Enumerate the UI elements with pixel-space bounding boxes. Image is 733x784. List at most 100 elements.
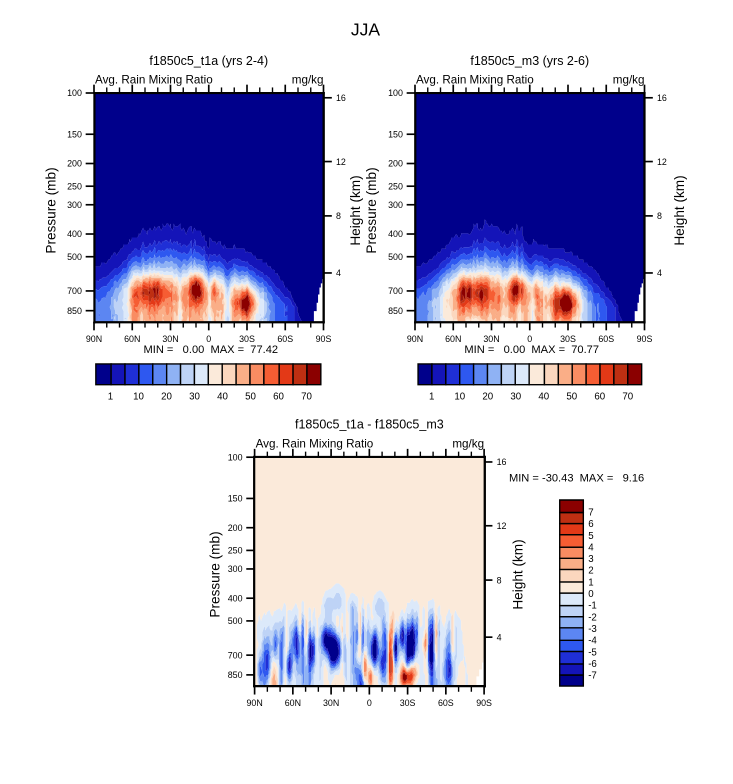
- svg-text:4: 4: [657, 268, 662, 278]
- svg-text:90S: 90S: [316, 334, 332, 344]
- svg-text:700: 700: [388, 286, 403, 296]
- svg-text:f1850c5_t1a - f1850c5_m3: f1850c5_t1a - f1850c5_m3: [295, 417, 444, 431]
- svg-text:Avg. Rain Mixing Ratio: Avg. Rain Mixing Ratio: [95, 73, 213, 86]
- svg-text:12: 12: [336, 157, 346, 167]
- svg-text:200: 200: [388, 159, 403, 169]
- svg-text:300: 300: [388, 200, 403, 210]
- svg-text:20: 20: [161, 391, 172, 402]
- svg-text:850: 850: [67, 306, 82, 316]
- svg-text:4: 4: [336, 268, 341, 278]
- svg-text:60: 60: [273, 391, 284, 402]
- svg-text:0: 0: [527, 334, 532, 344]
- svg-text:60N: 60N: [285, 698, 301, 708]
- svg-text:300: 300: [67, 200, 82, 210]
- svg-text:100: 100: [228, 452, 243, 462]
- svg-text:30N: 30N: [483, 334, 499, 344]
- svg-text:Pressure (mb): Pressure (mb): [44, 167, 59, 253]
- svg-text:6: 6: [588, 519, 593, 530]
- svg-text:-4: -4: [588, 636, 597, 647]
- svg-text:f1850c5_t1a (yrs 2-4): f1850c5_t1a (yrs 2-4): [149, 54, 268, 68]
- svg-text:60: 60: [594, 391, 605, 402]
- svg-text:MIN = 0.00 MAX = 70.77: MIN = 0.00 MAX = 70.77: [464, 344, 599, 356]
- svg-text:-3: -3: [588, 624, 597, 635]
- svg-text:500: 500: [67, 252, 82, 262]
- svg-text:mg/kg: mg/kg: [613, 73, 645, 86]
- svg-text:8: 8: [336, 211, 341, 221]
- svg-text:30N: 30N: [162, 334, 178, 344]
- svg-text:-1: -1: [588, 601, 597, 612]
- svg-text:50: 50: [245, 391, 256, 402]
- svg-text:60N: 60N: [124, 334, 140, 344]
- svg-text:300: 300: [228, 564, 243, 574]
- svg-text:12: 12: [497, 521, 507, 531]
- svg-text:Pressure (mb): Pressure (mb): [364, 167, 379, 253]
- svg-text:150: 150: [388, 129, 403, 139]
- svg-text:4: 4: [588, 542, 594, 553]
- svg-text:40: 40: [538, 391, 549, 402]
- svg-text:700: 700: [67, 286, 82, 296]
- svg-text:100: 100: [67, 88, 82, 98]
- svg-text:200: 200: [67, 159, 82, 169]
- svg-text:1: 1: [588, 577, 593, 588]
- svg-text:Height (km): Height (km): [511, 539, 526, 609]
- svg-text:2: 2: [588, 566, 593, 577]
- svg-text:60S: 60S: [438, 698, 454, 708]
- svg-text:5: 5: [588, 531, 593, 542]
- svg-text:10: 10: [133, 391, 144, 402]
- svg-text:90S: 90S: [476, 698, 492, 708]
- svg-text:400: 400: [67, 229, 82, 239]
- svg-text:50: 50: [566, 391, 577, 402]
- svg-text:16: 16: [657, 93, 667, 103]
- svg-text:12: 12: [657, 157, 667, 167]
- svg-text:400: 400: [228, 593, 243, 603]
- svg-text:500: 500: [228, 616, 243, 626]
- svg-text:0: 0: [588, 589, 594, 600]
- svg-text:20: 20: [482, 391, 493, 402]
- svg-text:16: 16: [497, 457, 507, 467]
- svg-text:30S: 30S: [560, 334, 576, 344]
- svg-text:30N: 30N: [323, 698, 339, 708]
- svg-text:850: 850: [388, 306, 403, 316]
- svg-text:0: 0: [367, 698, 372, 708]
- svg-text:40: 40: [217, 391, 228, 402]
- svg-text:250: 250: [67, 181, 82, 191]
- svg-text:70: 70: [622, 391, 633, 402]
- svg-text:700: 700: [228, 650, 243, 660]
- svg-text:Avg. Rain Mixing Ratio: Avg. Rain Mixing Ratio: [416, 73, 534, 86]
- svg-text:30S: 30S: [400, 698, 416, 708]
- svg-text:30S: 30S: [239, 334, 255, 344]
- svg-text:150: 150: [228, 494, 243, 504]
- svg-text:500: 500: [388, 252, 403, 262]
- svg-text:1: 1: [108, 391, 113, 402]
- svg-text:16: 16: [336, 93, 346, 103]
- svg-text:f1850c5_m3 (yrs 2-6): f1850c5_m3 (yrs 2-6): [470, 54, 589, 68]
- svg-text:MIN = 0.00 MAX = 77.42: MIN = 0.00 MAX = 77.42: [143, 344, 278, 356]
- svg-text:200: 200: [228, 523, 243, 533]
- svg-text:250: 250: [388, 181, 403, 191]
- svg-text:90N: 90N: [246, 698, 262, 708]
- svg-text:7: 7: [588, 507, 593, 518]
- svg-text:60S: 60S: [598, 334, 614, 344]
- svg-text:0: 0: [206, 334, 211, 344]
- svg-text:8: 8: [657, 211, 662, 221]
- svg-text:8: 8: [497, 575, 502, 585]
- svg-text:MIN = -30.43 MAX = 9.16: MIN = -30.43 MAX = 9.16: [509, 473, 644, 485]
- svg-text:70: 70: [301, 391, 312, 402]
- svg-text:250: 250: [228, 546, 243, 556]
- svg-text:-7: -7: [588, 671, 597, 682]
- svg-text:JJA: JJA: [351, 20, 381, 40]
- svg-text:-6: -6: [588, 659, 597, 670]
- svg-text:-5: -5: [588, 647, 597, 658]
- svg-text:-2: -2: [588, 612, 597, 623]
- svg-text:3: 3: [588, 554, 593, 565]
- svg-text:90N: 90N: [86, 334, 102, 344]
- svg-text:90S: 90S: [637, 334, 653, 344]
- svg-text:Height (km): Height (km): [348, 175, 363, 245]
- svg-text:mg/kg: mg/kg: [292, 73, 324, 86]
- svg-text:60S: 60S: [277, 334, 293, 344]
- svg-text:Height (km): Height (km): [672, 175, 687, 245]
- svg-text:100: 100: [388, 88, 403, 98]
- svg-text:150: 150: [67, 129, 82, 139]
- svg-text:30: 30: [189, 391, 200, 402]
- svg-text:Pressure (mb): Pressure (mb): [208, 531, 223, 617]
